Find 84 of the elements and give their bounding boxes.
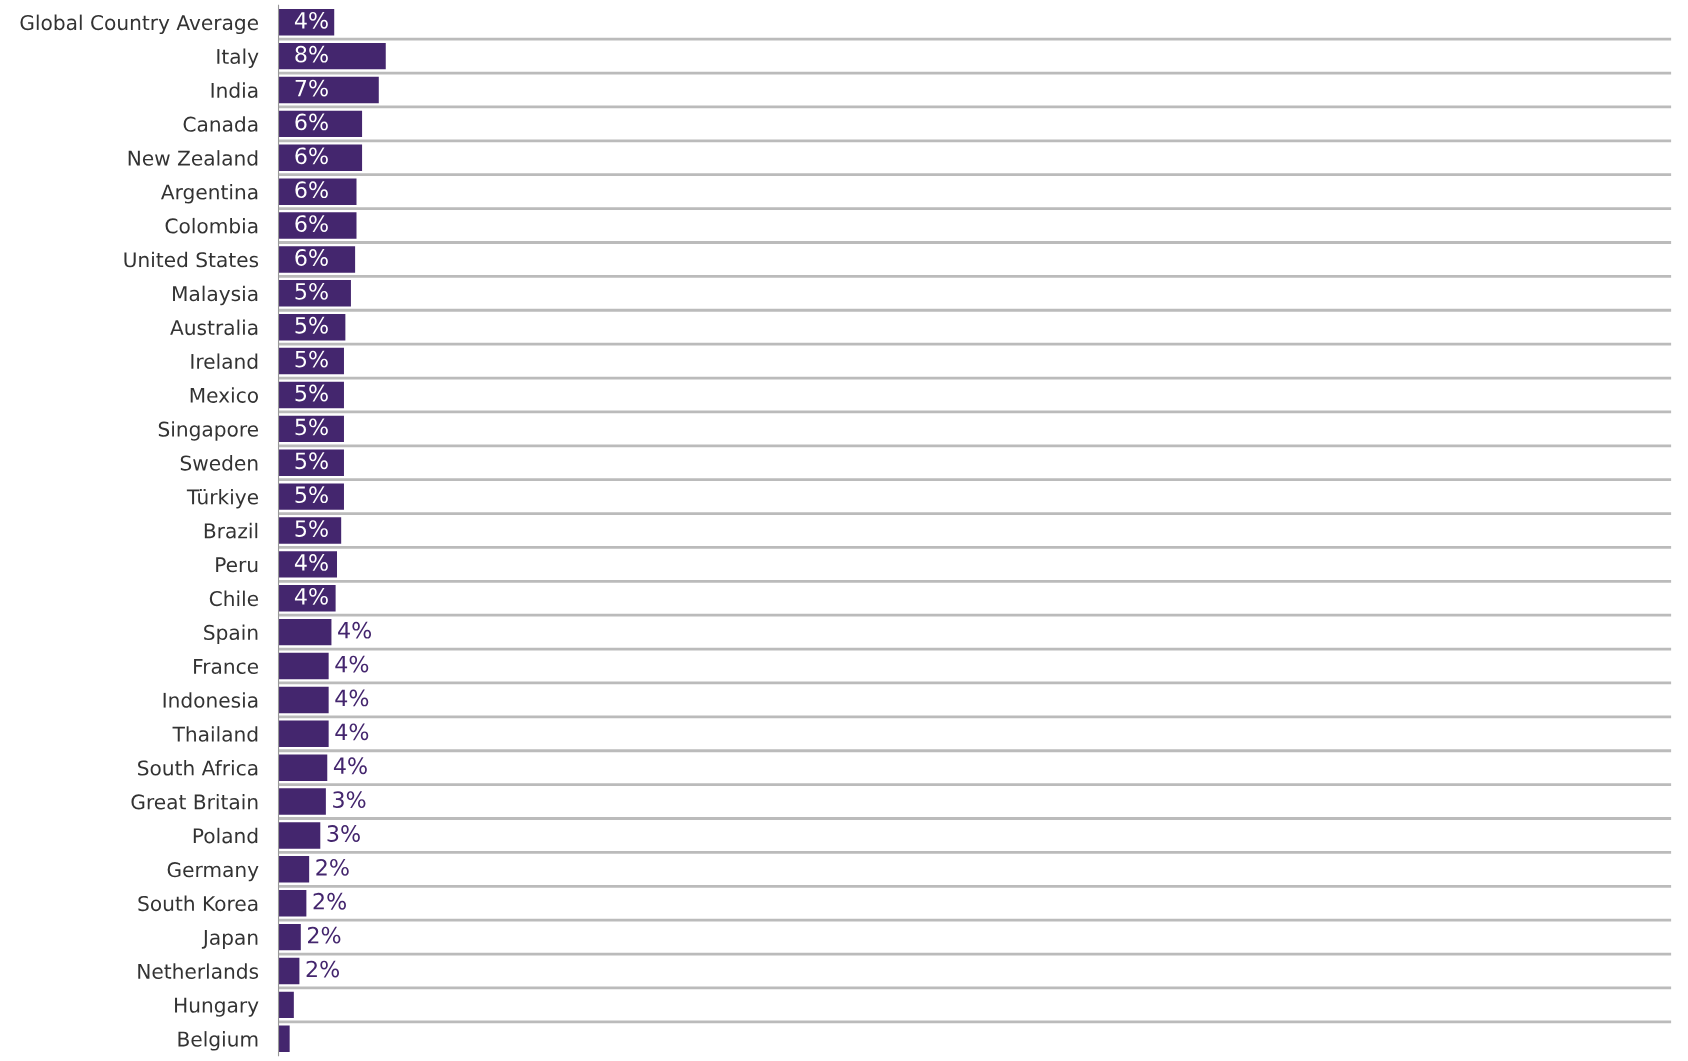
data-label: 3% [327, 825, 360, 842]
y-tick-label: Argentina [161, 184, 258, 204]
y-tick-label: Sweden [180, 455, 258, 471]
y-tick-label: New Zealand [128, 150, 258, 166]
bar [278, 957, 300, 985]
y-tick-label: Australia [170, 319, 258, 336]
data-label: 5% [295, 282, 328, 300]
y-tick-label: Singapore [158, 421, 258, 441]
bar [278, 246, 356, 273]
bar [278, 551, 338, 578]
data-label: 4% [294, 587, 328, 605]
y-tick-label: India [211, 82, 258, 98]
y-tick-label: Türkiye [186, 488, 258, 509]
y-tick-label: Chile [209, 590, 258, 607]
y-tick-label: Thailand [172, 726, 258, 742]
data-label: 5% [295, 350, 328, 368]
y-tick-label: Spain [204, 624, 258, 644]
bar [278, 42, 386, 70]
data-label: 6% [295, 249, 328, 266]
bar [278, 720, 329, 748]
data-label: 4% [335, 655, 369, 673]
y-tick-label: Mexico [190, 387, 258, 403]
y-tick-label: Malaysia [173, 285, 258, 306]
bar [278, 1025, 290, 1052]
bar [278, 788, 326, 815]
bar [278, 483, 344, 510]
y-tick-label: United States [124, 251, 259, 268]
bar [278, 754, 328, 781]
data-label: 5% [295, 384, 328, 402]
data-label: 4% [294, 554, 328, 571]
data-label: 6% [295, 147, 328, 165]
y-tick-label: Brazil [204, 522, 258, 539]
data-label: 5% [295, 316, 328, 334]
data-label: 3% [333, 791, 366, 809]
y-tick-label: South Korea [138, 895, 258, 912]
y-tick-label: Global Country Average [20, 14, 258, 35]
y-tick-label: Colombia [165, 217, 258, 234]
bar [278, 618, 332, 646]
data-label: 6% [295, 113, 328, 131]
bar [278, 212, 357, 239]
y-tick-label: France [194, 659, 258, 674]
bar [278, 923, 301, 951]
bar [278, 890, 307, 917]
bar [278, 822, 321, 849]
y-tick-label: South Africa [138, 760, 258, 776]
bar [278, 652, 329, 680]
y-tick-label: Great Britain [131, 793, 258, 810]
data-label: 5% [295, 486, 328, 504]
data-label: 6% [295, 181, 328, 199]
data-label: 2% [313, 892, 346, 910]
y-tick-label: Ireland [191, 353, 258, 370]
y-tick-label: Netherlands [138, 963, 259, 979]
data-label: 2% [306, 960, 340, 978]
y-tick-label: Japan [201, 930, 258, 949]
y-tick-label: Hungary [175, 997, 259, 1017]
data-label: 7% [295, 79, 328, 97]
y-tick-label: Italy [217, 48, 259, 68]
bar [278, 76, 379, 104]
y-tick-label: Belgium [178, 1031, 258, 1051]
data-label: 4% [338, 621, 372, 639]
bar [278, 110, 363, 138]
data-label: 4% [333, 757, 367, 775]
bar [278, 517, 342, 544]
bar [278, 178, 357, 205]
data-label: 2% [316, 858, 349, 876]
bar [278, 686, 329, 714]
bar [278, 144, 363, 171]
data-label: 8% [295, 45, 328, 63]
data-label: 2% [308, 926, 341, 944]
y-tick-label: Peru [216, 557, 258, 573]
bar [278, 856, 310, 883]
bar [278, 280, 351, 307]
data-label: 5% [295, 452, 328, 470]
y-tick-label: Canada [183, 116, 258, 132]
y-tick-label: Indonesia [163, 692, 258, 708]
bar [278, 991, 294, 1019]
data-label: 5% [295, 418, 328, 436]
data-label: 5% [295, 520, 328, 537]
y-tick-label: Poland [193, 827, 258, 844]
data-label: 6% [295, 215, 328, 232]
data-label: 4% [335, 689, 369, 707]
data-label: 4% [294, 11, 328, 29]
data-label: 4% [335, 723, 369, 741]
y-tick-label: Germany [167, 862, 259, 882]
